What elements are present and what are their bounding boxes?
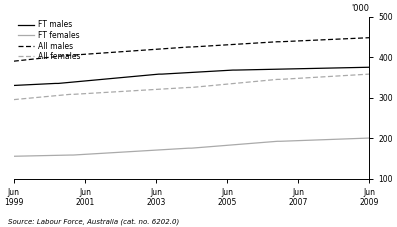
Line: All females: All females <box>14 74 369 100</box>
All females <box>251 80 256 83</box>
Line: All males: All males <box>14 38 369 61</box>
FT females <box>343 138 348 140</box>
FT females <box>47 154 52 157</box>
FT males <box>12 84 16 87</box>
Text: Source: Labour Force, Australia (cat. no. 6202.0): Source: Labour Force, Australia (cat. no… <box>8 218 179 225</box>
All males <box>343 37 348 40</box>
FT females <box>94 152 99 155</box>
All females <box>162 88 167 90</box>
All males <box>94 52 99 55</box>
FT females <box>251 142 256 145</box>
Line: FT females: FT females <box>14 138 369 156</box>
All females <box>12 98 16 101</box>
FT males <box>251 68 256 71</box>
All females <box>47 95 52 98</box>
FT males <box>343 66 348 69</box>
FT males <box>233 69 238 72</box>
All males <box>367 36 372 39</box>
Line: FT males: FT males <box>14 67 369 85</box>
Legend: FT males, FT females, All males, All females: FT males, FT females, All males, All fem… <box>18 20 80 61</box>
All males <box>162 47 167 50</box>
All males <box>233 43 238 46</box>
All females <box>343 74 348 77</box>
All females <box>233 82 238 85</box>
FT females <box>367 137 372 139</box>
Text: '000: '000 <box>351 4 369 13</box>
FT males <box>367 66 372 69</box>
FT males <box>94 79 99 81</box>
All females <box>367 73 372 76</box>
All males <box>251 42 256 44</box>
All males <box>47 56 52 59</box>
All males <box>12 60 16 62</box>
FT females <box>233 143 238 146</box>
All females <box>94 91 99 94</box>
FT females <box>162 148 167 151</box>
FT females <box>12 155 16 158</box>
FT males <box>47 82 52 85</box>
FT males <box>162 73 167 75</box>
